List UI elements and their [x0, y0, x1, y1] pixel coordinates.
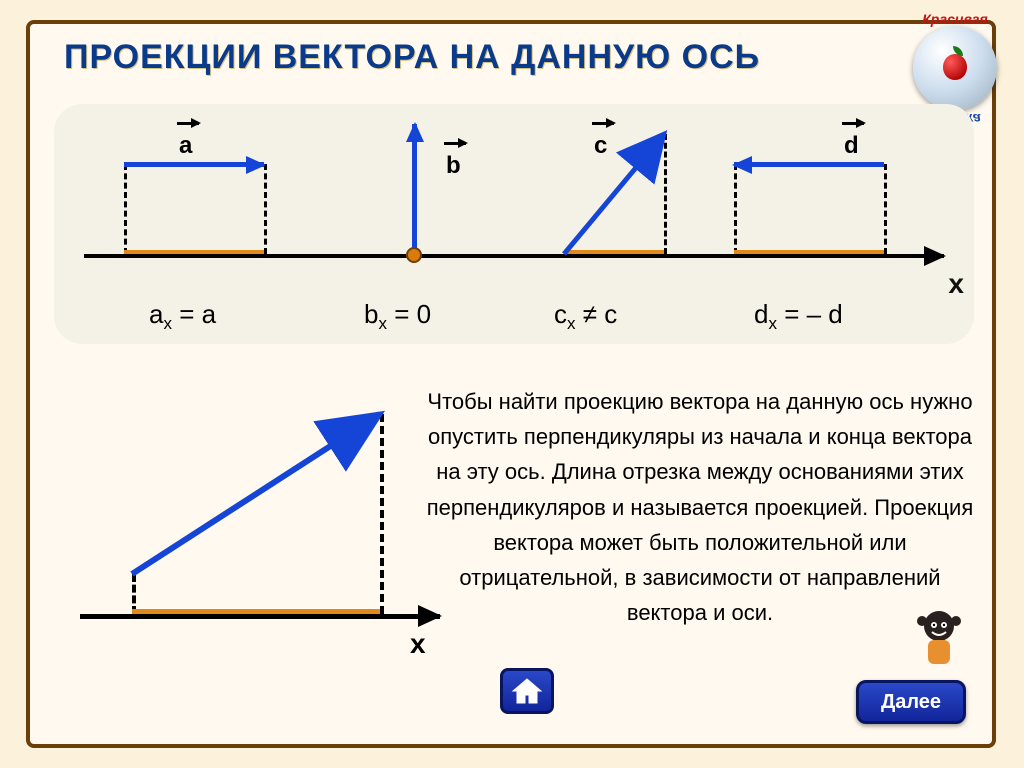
vector-c-label: c — [594, 132, 607, 160]
next-button[interactable]: Далее — [856, 680, 966, 724]
vector-c — [554, 124, 684, 264]
vector-a — [124, 162, 264, 167]
explanation-text: Чтобы найти проекцию вектора на данную о… — [420, 384, 980, 630]
formula-a: ax = a — [149, 299, 216, 334]
slide-title: ПРОЕКЦИИ ВЕКТОРА НА ДАННУЮ ОСЬ — [64, 38, 760, 77]
home-button[interactable] — [500, 668, 554, 714]
avatar-icon — [912, 608, 966, 668]
top-diagram-panel: x a ax = a b bx = 0 c cx ≠ c d dx = – d — [54, 104, 974, 344]
x-axis-bottom — [80, 614, 440, 619]
dash-a-end — [264, 164, 267, 254]
x-axis-label-bottom: x — [410, 628, 426, 660]
formula-c: cx ≠ c — [554, 299, 617, 334]
bottom-diagram: x — [80, 394, 460, 674]
home-icon — [511, 677, 543, 705]
projection-d — [734, 250, 884, 254]
vector-d — [734, 162, 884, 167]
origin-dot-b — [406, 247, 422, 263]
vector-bl — [120, 404, 410, 594]
slide-frame: ПРОЕКЦИИ ВЕКТОРА НА ДАННУЮ ОСЬ Красивая … — [26, 20, 996, 748]
dash-d-end — [884, 164, 887, 254]
dash-a-start — [124, 164, 127, 254]
vector-b — [412, 124, 417, 254]
vector-a-label: a — [179, 132, 192, 160]
logo-text-top: Красивая — [900, 11, 1010, 27]
formula-b: bx = 0 — [364, 299, 431, 334]
logo-circle — [913, 26, 997, 110]
vector-d-label: d — [844, 132, 859, 160]
next-button-label: Далее — [881, 691, 941, 714]
vector-b-label: b — [446, 152, 461, 180]
apple-icon — [943, 54, 967, 80]
projection-a — [124, 250, 264, 254]
x-axis-label-top: x — [948, 268, 964, 300]
x-axis-top — [84, 254, 944, 258]
dash-d-start — [734, 164, 737, 254]
formula-d: dx = – d — [754, 299, 843, 334]
